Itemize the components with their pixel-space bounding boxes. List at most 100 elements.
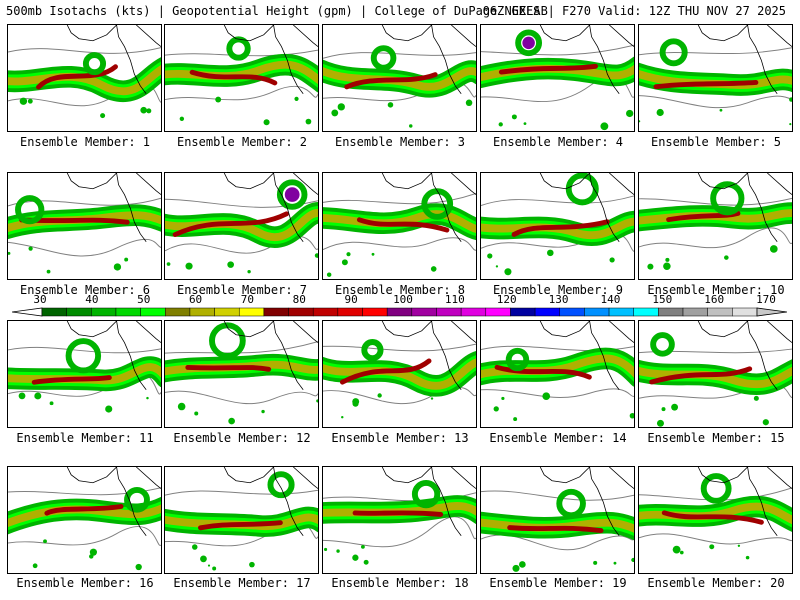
isotach-blob <box>504 268 512 276</box>
isotach-blob <box>46 269 51 274</box>
colorbar-swatch <box>411 307 437 317</box>
isotach-blob <box>613 561 617 565</box>
isotach-blob <box>600 122 609 131</box>
isotach-blob <box>523 122 527 126</box>
isotach-swirl <box>710 181 745 216</box>
height-contour <box>8 346 161 354</box>
isotach-swirl <box>82 52 107 76</box>
jet-max-core <box>198 520 283 531</box>
isotach-blob <box>789 97 792 102</box>
isotach-blob <box>336 549 340 553</box>
ensemble-map-panel <box>164 466 319 574</box>
isotach-swirl <box>505 347 530 372</box>
isotach-blob <box>324 547 328 552</box>
colorbar-swatch <box>312 307 339 317</box>
colorbar-swatch <box>608 307 634 317</box>
isotach-band <box>165 60 318 85</box>
isotach-swirl <box>650 332 675 357</box>
ensemble-member-label: Ensemble Member: 13 <box>331 431 469 445</box>
coastline <box>223 467 318 536</box>
isotach-blob <box>769 245 778 253</box>
colorbar-tick-label: 130 <box>548 293 569 306</box>
isotach-blob <box>140 106 147 114</box>
isotach-blob <box>316 399 318 403</box>
colorbar-tick-label: 50 <box>137 293 151 306</box>
height-contour <box>165 85 318 101</box>
height-contour <box>323 52 476 59</box>
jet-stream-map <box>323 321 476 419</box>
jet-max-core <box>666 210 741 223</box>
isotach-blob <box>247 269 251 274</box>
isotach-blob <box>513 417 518 422</box>
jet-stream-map <box>323 173 476 277</box>
isotach-band <box>639 502 792 525</box>
isotach-blob <box>465 99 473 107</box>
isotach-blob <box>789 123 792 126</box>
isotach-band <box>323 358 476 390</box>
isotach-swirl <box>515 29 543 57</box>
jet-stream-map <box>481 173 634 276</box>
colorbar-swatch <box>91 307 117 317</box>
ensemble-member-label: Ensemble Member: 11 <box>16 431 154 445</box>
height-contour <box>8 47 161 54</box>
isotach-swirl <box>124 486 150 513</box>
height-contour <box>481 76 634 103</box>
jet-stream-map <box>481 321 634 422</box>
ensemble-map-panel <box>638 24 793 132</box>
map-header: 500mb Isotachs (kts) | Geopotential Heig… <box>0 0 800 22</box>
isotach-blob <box>665 257 670 262</box>
colorbar-right-arrow <box>756 307 788 317</box>
jet-stream-map <box>165 467 318 571</box>
isotach-blob <box>672 545 681 554</box>
height-contour <box>481 388 634 398</box>
jet-max-core <box>172 211 290 238</box>
colorbar-swatch <box>288 307 314 317</box>
colorbar-swatch <box>584 307 610 317</box>
coastline <box>381 321 476 390</box>
height-contour <box>481 490 634 501</box>
isotach-blob <box>215 96 222 103</box>
jet-max-core <box>498 63 598 75</box>
isotach-blob <box>661 407 666 412</box>
colorbar-tick-label: 150 <box>652 293 673 306</box>
ensemble-map-panel <box>322 466 477 574</box>
isotach-blob <box>430 397 434 400</box>
height-contour <box>165 390 318 405</box>
ensemble-member-label: Ensemble Member: 1 <box>19 135 151 149</box>
isotach-blob <box>593 560 598 565</box>
jet-stream-map <box>323 467 476 565</box>
jet-stream-map <box>165 173 318 274</box>
jet-max-core <box>339 358 432 385</box>
colorbar-swatch <box>732 307 758 317</box>
isotach-blob <box>679 550 684 555</box>
colorbar-tick-label: 100 <box>393 293 413 306</box>
isotach-blob <box>228 417 235 425</box>
isotach-blob <box>709 544 715 550</box>
isotach-blob <box>487 253 493 259</box>
isotach-blob <box>341 259 348 266</box>
ensemble-member-label: Ensemble Member: 18 <box>331 576 469 590</box>
jet-max-core <box>189 69 278 86</box>
isotach-blob <box>409 124 413 128</box>
isotach-band <box>8 504 161 528</box>
colorbar-swatch <box>658 307 684 317</box>
isotach-blob <box>146 396 149 400</box>
ensemble-map-panel <box>638 320 793 428</box>
isotach-blob <box>124 257 129 262</box>
colorbar-left-arrow <box>11 307 43 317</box>
isotach-blob <box>32 563 38 569</box>
isotach-blob <box>200 555 207 563</box>
coastline <box>539 25 634 94</box>
isotach-blob <box>337 103 345 111</box>
coastline <box>223 321 318 390</box>
height-contour <box>639 47 792 56</box>
colorbar-tick-label: 140 <box>600 293 621 306</box>
coastline <box>66 321 161 390</box>
colorbar-swatch <box>559 307 585 317</box>
isotach-blob <box>647 263 654 270</box>
isotach-blob <box>261 409 265 414</box>
isotach-blob <box>626 109 634 118</box>
colorbar-swatch <box>238 307 265 317</box>
ensemble-map-panel <box>480 466 635 574</box>
ensemble-map-panel <box>480 24 635 132</box>
